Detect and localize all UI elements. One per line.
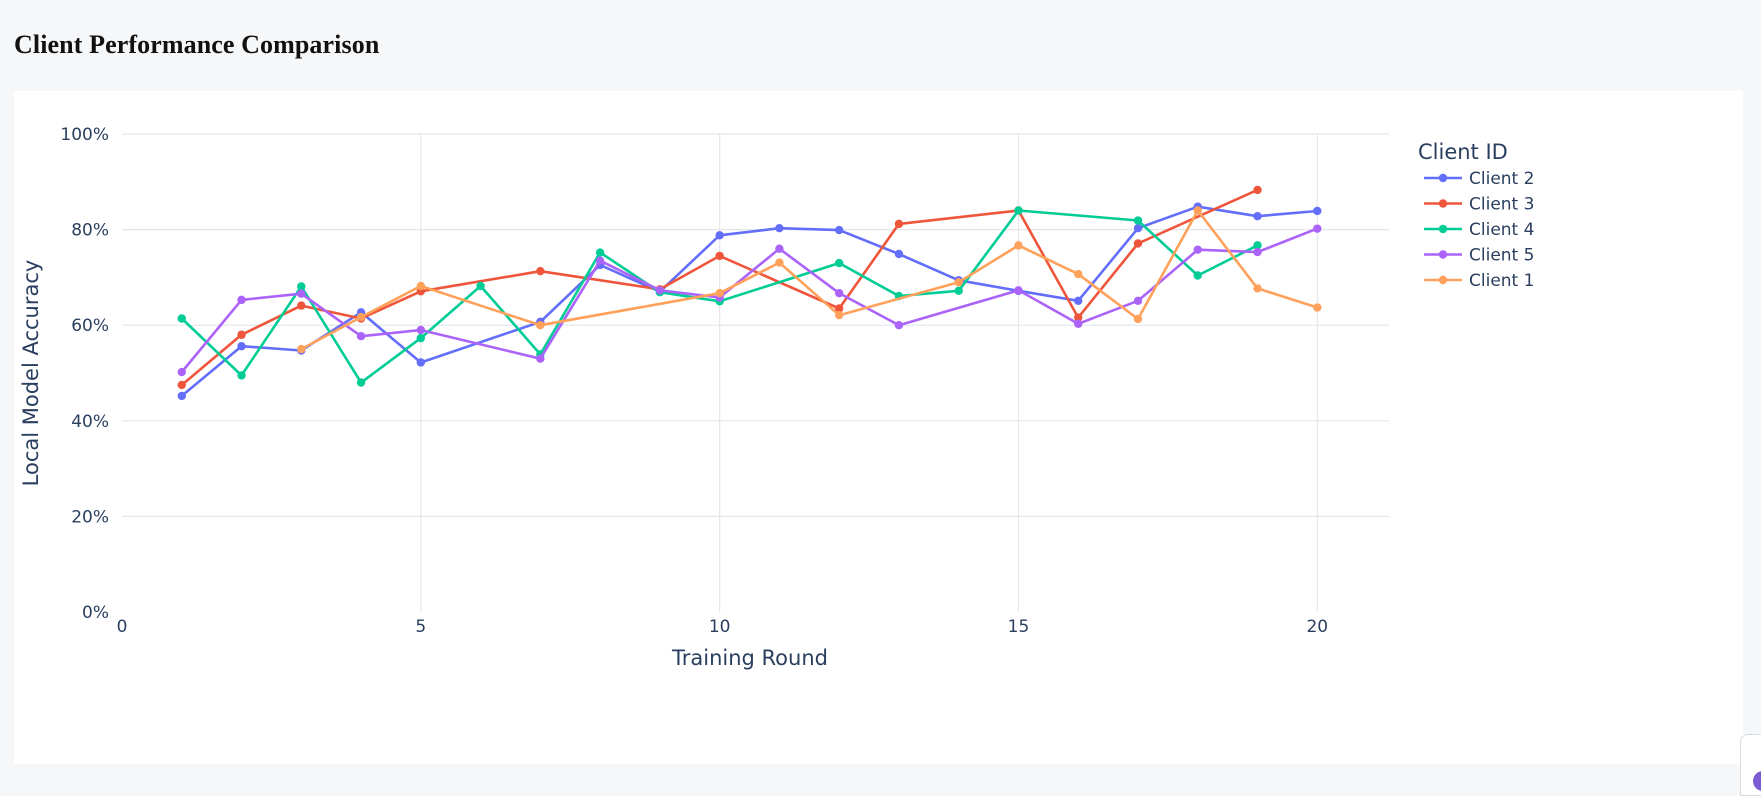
y-tick-label: 100% [60, 125, 109, 145]
data-point[interactable] [1014, 286, 1022, 294]
y-tick-label: 80% [71, 221, 109, 241]
data-point[interactable] [1253, 248, 1261, 256]
data-point[interactable] [715, 252, 723, 260]
data-point[interactable] [835, 289, 843, 297]
data-point[interactable] [1134, 216, 1142, 224]
series-client-5[interactable] [178, 224, 1322, 376]
data-point[interactable] [1134, 297, 1142, 305]
data-point[interactable] [775, 245, 783, 253]
data-point[interactable] [775, 224, 783, 232]
data-point[interactable] [237, 371, 245, 379]
data-point[interactable] [1194, 206, 1202, 214]
x-tick-label: 10 [709, 617, 731, 637]
data-point[interactable] [1253, 284, 1261, 292]
data-point[interactable] [178, 314, 186, 322]
data-point[interactable] [297, 301, 305, 309]
legend-label: Client 3 [1469, 195, 1534, 215]
data-point[interactable] [178, 381, 186, 389]
x-tick-label: 5 [415, 617, 426, 637]
data-point[interactable] [536, 354, 544, 362]
y-tick-label: 20% [71, 507, 109, 527]
x-axis-title: Training Round [671, 646, 828, 670]
data-point[interactable] [357, 378, 365, 386]
data-point[interactable] [954, 287, 962, 295]
data-point[interactable] [297, 345, 305, 353]
x-tick-label: 20 [1306, 617, 1328, 637]
line-chart: 0%20%40%60%80%100%0 5 10 15 20 Client 2Clien… [14, 91, 1743, 764]
data-point[interactable] [1074, 270, 1082, 278]
data-point[interactable] [536, 267, 544, 275]
data-point[interactable] [178, 368, 186, 376]
data-point[interactable] [476, 282, 484, 290]
chart-card: 0% 20% 40% 60% 80% 100% 0 5 10 15 20 Client 2 Clien… [14, 91, 1743, 764]
data-point[interactable] [835, 311, 843, 319]
data-point[interactable] [895, 220, 903, 228]
page-title: Client Performance Comparison [14, 30, 379, 60]
data-point[interactable] [1134, 239, 1142, 247]
y-tick-label: 0% [82, 603, 109, 623]
data-point[interactable] [835, 226, 843, 234]
data-point[interactable] [1074, 320, 1082, 328]
data-point[interactable] [1313, 303, 1321, 311]
data-point[interactable] [1313, 224, 1321, 232]
data-point[interactable] [1313, 207, 1321, 215]
y-tick-label: 60% [71, 316, 109, 336]
y-axis-title: Local Model Accuracy [19, 260, 43, 487]
legend[interactable]: Client 2 Client 3 Client 4 Client 5 Client 1 [1424, 169, 1534, 291]
data-point[interactable] [1253, 212, 1261, 220]
legend-item-client-5[interactable]: Client 5 [1424, 246, 1534, 266]
legend-swatch-marker [1439, 250, 1447, 258]
data-point[interactable] [715, 231, 723, 239]
legend-label: Client 1 [1469, 271, 1534, 291]
data-point[interactable] [1134, 315, 1142, 323]
data-point[interactable] [715, 289, 723, 297]
legend-swatch-marker [1439, 199, 1447, 207]
x-tick-label: 15 [1008, 617, 1030, 637]
data-point[interactable] [417, 334, 425, 342]
data-point[interactable] [656, 286, 664, 294]
data-point[interactable] [178, 392, 186, 400]
data-point[interactable] [357, 332, 365, 340]
data-point[interactable] [895, 250, 903, 258]
legend-swatch-marker [1439, 174, 1447, 182]
data-point[interactable] [297, 282, 305, 290]
legend-item-client-4[interactable]: Client 4 [1424, 220, 1534, 240]
data-point[interactable] [775, 258, 783, 266]
x-tick-label: 0 [117, 617, 128, 637]
data-point[interactable] [1194, 245, 1202, 253]
data-point[interactable] [596, 256, 604, 264]
data-point[interactable] [1134, 224, 1142, 232]
legend-item-client-2[interactable]: Client 2 [1424, 169, 1534, 189]
data-point[interactable] [417, 326, 425, 334]
data-point[interactable] [1194, 271, 1202, 279]
data-point[interactable] [237, 331, 245, 339]
legend-title: Client ID [1418, 140, 1508, 164]
legend-label: Client 4 [1469, 220, 1534, 240]
series-layer [178, 186, 1322, 400]
data-point[interactable] [536, 321, 544, 329]
legend-label: Client 5 [1469, 246, 1534, 266]
help-widget-button[interactable] [1740, 734, 1761, 796]
data-point[interactable] [1014, 206, 1022, 214]
data-point[interactable] [237, 296, 245, 304]
data-point[interactable] [417, 282, 425, 290]
legend-label: Client 2 [1469, 169, 1534, 189]
data-point[interactable] [596, 248, 604, 256]
legend-item-client-1[interactable]: Client 1 [1424, 271, 1534, 291]
legend-swatch-marker [1439, 276, 1447, 284]
data-point[interactable] [1074, 297, 1082, 305]
data-point[interactable] [357, 313, 365, 321]
data-point[interactable] [297, 289, 305, 297]
legend-swatch-marker [1439, 225, 1447, 233]
y-tick-label: 40% [71, 412, 109, 432]
data-point[interactable] [237, 342, 245, 350]
data-point[interactable] [1253, 186, 1261, 194]
data-point[interactable] [835, 259, 843, 267]
data-point[interactable] [954, 278, 962, 286]
data-point[interactable] [1014, 241, 1022, 249]
data-point[interactable] [895, 321, 903, 329]
data-point[interactable] [417, 358, 425, 366]
axis-layer: 0% 20% 40% 60% 80% 100% 0 5 10 15 20 [60, 125, 1328, 637]
legend-item-client-3[interactable]: Client 3 [1424, 195, 1534, 215]
